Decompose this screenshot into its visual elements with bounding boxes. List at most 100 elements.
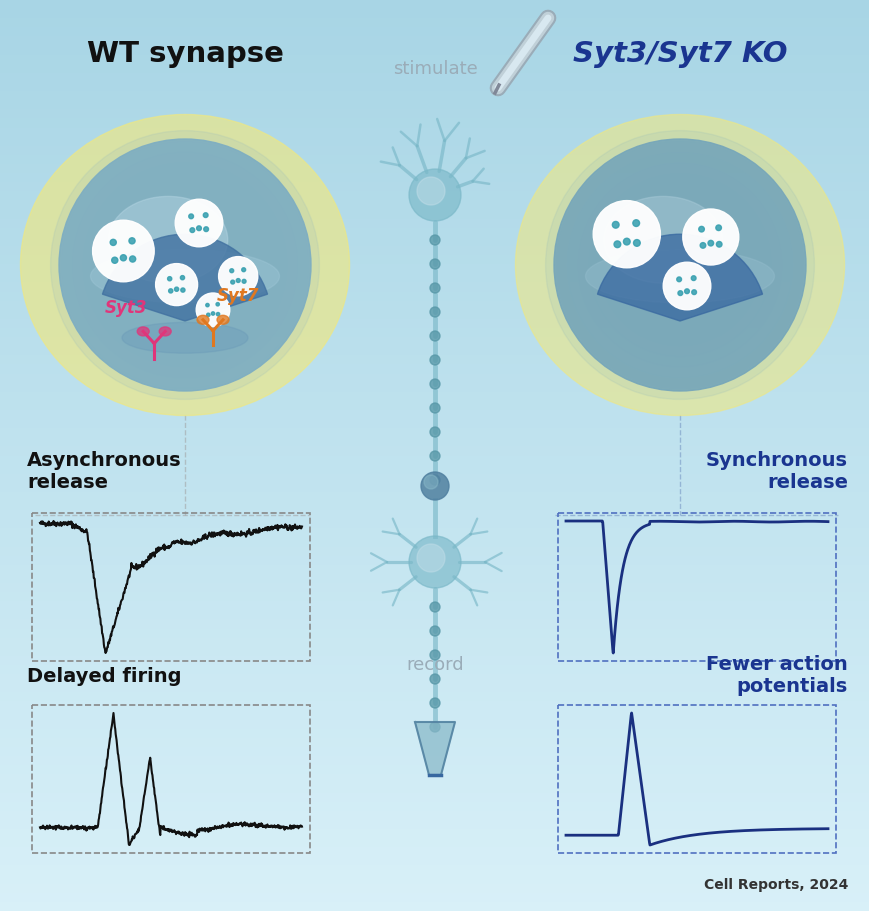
Circle shape	[104, 184, 265, 346]
Bar	[0, 364, 869, 374]
Circle shape	[196, 226, 201, 230]
Bar	[0, 82, 869, 92]
Bar	[0, 802, 869, 812]
Ellipse shape	[21, 115, 349, 415]
Bar	[0, 638, 869, 648]
Bar	[0, 492, 869, 502]
Circle shape	[129, 256, 136, 262]
Bar	[0, 173, 869, 183]
Circle shape	[50, 130, 319, 399]
Bar	[0, 137, 869, 147]
Circle shape	[120, 255, 126, 261]
Circle shape	[59, 139, 310, 391]
Bar	[0, 392, 869, 402]
Bar	[0, 756, 869, 766]
Circle shape	[429, 650, 440, 660]
Bar	[0, 18, 869, 28]
Circle shape	[242, 268, 245, 271]
Circle shape	[111, 257, 117, 263]
Circle shape	[181, 288, 185, 292]
Circle shape	[429, 283, 440, 293]
Circle shape	[206, 303, 209, 307]
Bar	[0, 847, 869, 857]
Bar	[0, 128, 869, 138]
Circle shape	[715, 241, 721, 247]
Text: record: record	[406, 656, 463, 674]
Circle shape	[545, 130, 813, 399]
Bar	[0, 474, 869, 484]
Bar	[0, 629, 869, 639]
Text: Asynchronous
release: Asynchronous release	[27, 451, 182, 492]
Circle shape	[429, 674, 440, 684]
Bar	[0, 774, 869, 784]
Bar	[0, 884, 869, 894]
Bar	[32, 705, 309, 853]
Circle shape	[587, 173, 771, 356]
Bar	[0, 683, 869, 693]
Bar	[0, 510, 869, 520]
Text: Syt3/Syt7 KO: Syt3/Syt7 KO	[572, 40, 786, 68]
Circle shape	[429, 451, 440, 461]
Bar	[0, 0, 869, 10]
Bar	[0, 91, 869, 101]
Circle shape	[429, 355, 440, 365]
Ellipse shape	[216, 315, 229, 324]
Bar	[0, 875, 869, 885]
Circle shape	[94, 173, 276, 356]
Circle shape	[429, 259, 440, 269]
Circle shape	[429, 379, 440, 389]
Text: Fewer action
potentials: Fewer action potentials	[706, 655, 847, 696]
Circle shape	[216, 312, 220, 316]
Circle shape	[682, 209, 738, 265]
Bar	[0, 346, 869, 356]
Bar	[0, 328, 869, 338]
Bar	[0, 902, 869, 911]
Bar	[0, 893, 869, 903]
Bar	[0, 64, 869, 74]
Ellipse shape	[515, 115, 844, 415]
Bar	[0, 255, 869, 265]
Circle shape	[175, 200, 222, 247]
Bar	[0, 437, 869, 447]
Bar	[0, 73, 869, 83]
Bar	[0, 228, 869, 238]
Circle shape	[633, 240, 640, 246]
Bar	[0, 383, 869, 393]
Circle shape	[599, 184, 760, 346]
Bar	[0, 446, 869, 456]
Bar	[0, 9, 869, 19]
Circle shape	[429, 403, 440, 413]
Bar	[0, 419, 869, 429]
Bar	[0, 191, 869, 201]
Circle shape	[129, 238, 135, 244]
Ellipse shape	[603, 197, 722, 283]
Bar	[0, 292, 869, 302]
Circle shape	[416, 177, 444, 205]
Bar	[0, 574, 869, 584]
Bar	[0, 519, 869, 529]
Bar	[0, 865, 869, 875]
Circle shape	[169, 289, 173, 293]
Circle shape	[567, 152, 792, 378]
Bar	[0, 601, 869, 611]
Bar	[0, 665, 869, 675]
Circle shape	[175, 287, 178, 292]
Bar	[0, 711, 869, 721]
Circle shape	[196, 293, 229, 327]
Polygon shape	[415, 722, 454, 775]
Circle shape	[61, 141, 308, 389]
Circle shape	[206, 313, 209, 316]
Bar	[0, 164, 869, 174]
Bar	[0, 720, 869, 730]
Circle shape	[72, 152, 297, 378]
Bar	[0, 264, 869, 274]
Circle shape	[707, 241, 713, 246]
Bar	[0, 200, 869, 210]
Bar	[0, 692, 869, 702]
Circle shape	[632, 220, 639, 227]
Bar	[0, 610, 869, 620]
Text: WT synapse: WT synapse	[86, 40, 283, 68]
Bar	[0, 355, 869, 365]
Bar	[0, 465, 869, 475]
Circle shape	[203, 213, 208, 218]
